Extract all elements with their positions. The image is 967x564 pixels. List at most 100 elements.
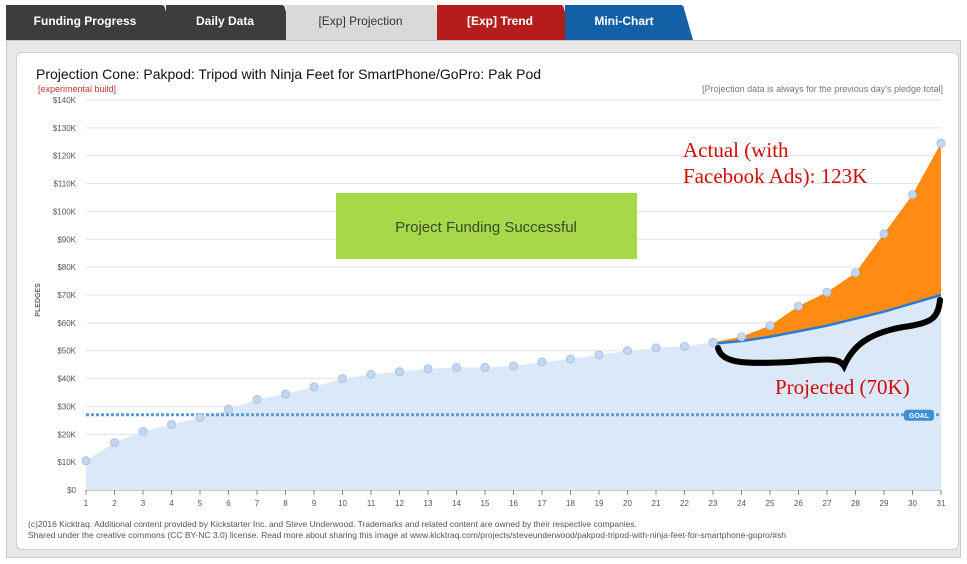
data-point [822,287,832,297]
y-tick-label: $140K [53,96,77,105]
footer-license: Shared under the creative commons (CC BY… [28,530,786,540]
data-point [366,369,376,379]
x-tick-label: 4 [169,499,174,508]
y-tick-label: $60K [57,319,76,328]
data-point [708,337,718,347]
success-banner [336,193,637,259]
x-tick-label: 27 [823,499,832,508]
x-tick-label: 13 [424,499,433,508]
x-tick-label: 17 [538,499,547,508]
y-tick-label: $0 [67,486,76,495]
data-point [594,350,604,360]
x-tick-label: 29 [880,499,889,508]
data-point [110,438,119,448]
data-point [452,362,461,372]
x-tick-label: 28 [851,499,860,508]
data-point [623,346,632,356]
data-point [281,389,290,399]
x-tick-label: 24 [737,499,746,508]
projection-line [712,293,942,345]
x-tick-label: 18 [566,499,575,508]
pledge-area [86,143,941,490]
build-note: [experimental build] [38,84,117,94]
success-banner-label: Project Funding Successful [395,219,577,236]
projection-note: [Projection data is always for the previ… [702,84,943,94]
goal-badge-label: GOAL [909,413,930,420]
goal-badge [904,409,934,421]
x-tick-label: 2 [112,499,117,508]
x-tick-label: 6 [226,499,231,508]
actual-above-projection-fill [713,143,941,344]
x-tick-label: 11 [367,499,376,508]
x-tick-label: 25 [766,499,775,508]
x-tick-label: 10 [338,499,347,508]
data-point [338,374,347,384]
data-point [879,229,889,239]
chart-title: Projection Cone: Pakpod: Tripod with Nin… [36,66,542,82]
x-tick-label: 1 [84,499,89,508]
x-tick-label: 23 [709,499,718,508]
data-point [851,268,860,278]
y-axis-ticks: $0 $10K $20K $30K $40K $50K $60K $70K $80K $90K $1… [53,96,77,495]
footer-copyright: (c)2016 Kicktraq. Additional content pro… [28,519,638,529]
y-tick-label: $130K [53,124,77,133]
footer: (c)2016 Kicktraq. Additional content pro… [28,519,958,541]
projected-annotation: Projected (70K) [775,375,910,399]
x-tick-label: 20 [623,499,632,508]
data-point [537,357,547,367]
y-tick-label: $90K [57,235,76,244]
data-point [195,413,205,423]
data-point [309,382,319,392]
y-tick-label: $50K [57,347,76,356]
x-tick-label: 19 [595,499,604,508]
x-tick-label: 26 [794,499,803,508]
x-tick-label: 31 [937,499,946,508]
x-tick-label: 15 [481,499,490,508]
data-point [680,342,689,352]
x-axis-ticks: 1 2 3 4 5 6 7 8 9 10 11 12 13 14 15 16 17 18 19 20 21 22 23 24 2… [84,490,946,508]
y-tick-label: $110K [53,180,76,189]
tab-daily-data[interactable]: Daily Data [166,5,294,40]
data-point [395,367,404,377]
x-tick-label: 16 [509,499,518,508]
data-point [936,138,946,148]
data-point [224,404,233,414]
x-tick-label: 9 [312,499,317,508]
y-tick-label: $100K [53,207,77,216]
y-tick-label: $30K [57,402,76,411]
data-point [480,362,490,372]
x-tick-label: 7 [255,499,260,508]
actual-annotation-line2: Facebook Ads): 123K [683,164,867,188]
data-point [566,354,575,364]
data-point [423,364,433,374]
data-points [81,138,946,466]
y-tick-label: $10K [57,458,76,467]
y-tick-label: $70K [57,291,76,300]
y-tick-label: $40K [57,375,76,384]
y-tick-label: $20K [57,430,76,439]
tab-mini-chart[interactable]: Mini-Chart [565,5,693,40]
y-axis-label: PLEDGES [35,283,42,317]
x-tick-label: 14 [452,499,461,508]
x-tick-label: 22 [680,499,689,508]
data-point [81,456,91,466]
x-tick-label: 12 [395,499,404,508]
x-tick-label: 30 [908,499,917,508]
data-point [252,394,262,404]
data-point [167,420,176,430]
actual-annotation-line1: Actual (with [683,138,789,162]
x-tick-label: 3 [141,499,146,508]
x-tick-label: 8 [283,499,288,508]
data-point [737,332,746,342]
data-point [765,321,775,331]
data-point [908,190,917,200]
data-point [651,343,661,353]
x-tick-label: 5 [198,499,203,508]
data-point [794,301,803,311]
data-point [509,361,518,371]
y-tick-label: $120K [53,152,77,161]
data-point [138,427,148,436]
y-tick-label: $80K [57,263,76,272]
projection-brace [715,297,943,373]
